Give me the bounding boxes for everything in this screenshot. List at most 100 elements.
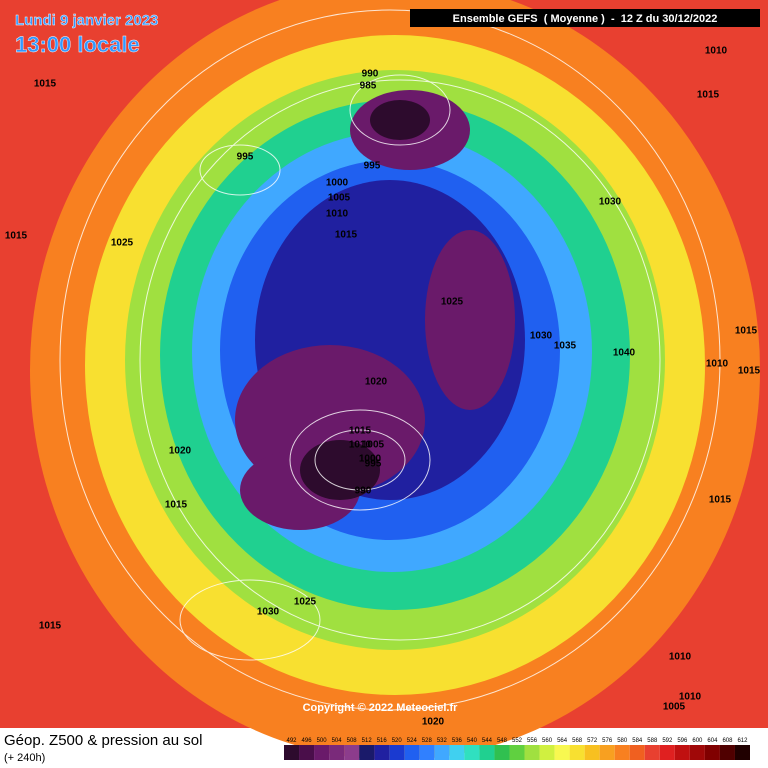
isobar-label: 1015 <box>34 79 57 90</box>
isobar-label: 1010 <box>706 359 729 370</box>
colorbar-swatch <box>644 745 660 760</box>
colorbar-swatch <box>704 745 720 760</box>
isobar-label: 1015 <box>5 231 28 242</box>
isobar-label: 1015 <box>697 90 720 101</box>
colorbar-tick-label: 524 <box>407 738 418 744</box>
colorbar-tick-label: 496 <box>302 738 313 744</box>
colorbar-swatch <box>314 745 330 760</box>
isobar-label: 1020 <box>422 717 445 728</box>
date-title: Lundi 9 janvier 2023 <box>15 12 158 29</box>
colorbar-swatch <box>629 745 645 760</box>
colorbar-tick-label: 492 <box>287 738 298 744</box>
colorbar-tick-label: 572 <box>587 738 598 744</box>
isobar-label: 1025 <box>111 238 134 249</box>
time-title: 13:00 locale <box>15 32 140 57</box>
colorbar-swatch <box>464 745 480 760</box>
isobar-label: 1015 <box>709 495 732 506</box>
colorbar-tick-label: 516 <box>377 738 388 744</box>
colorbar-swatch <box>329 745 345 760</box>
colorbar-swatch <box>374 745 390 760</box>
isobar-label: 995 <box>365 459 382 470</box>
colorbar-swatch <box>359 745 375 760</box>
isobar-label: 1000 <box>326 178 349 189</box>
colorbar-tick-label: 584 <box>632 738 643 744</box>
colorbar-tick-label: 512 <box>362 738 373 744</box>
colorbar-swatch <box>449 745 465 760</box>
colorbar-swatch <box>419 745 435 760</box>
colorbar-swatch <box>584 745 600 760</box>
colorbar-swatch <box>614 745 630 760</box>
isobar-label: 1010 <box>679 692 702 703</box>
colorbar-tick-label: 564 <box>557 738 568 744</box>
header-box <box>410 9 760 27</box>
forecast-range: (+ 240h) <box>4 752 45 764</box>
isobar-label: 1030 <box>530 331 553 342</box>
colorbar-tick-label: 536 <box>452 738 463 744</box>
isobar-label: 1015 <box>738 366 761 377</box>
colorbar-tick-label: 552 <box>512 738 523 744</box>
isobar-label: 985 <box>360 81 377 92</box>
colorbar-swatch <box>479 745 495 760</box>
isobar-label: 995 <box>364 161 381 172</box>
isobar-label: 1005 <box>362 440 385 451</box>
colorbar-swatch <box>404 745 420 760</box>
isobar-label: 1005 <box>663 702 686 713</box>
colorbar-tick-label: 560 <box>542 738 553 744</box>
colorbar-swatch <box>434 745 450 760</box>
colorbar-tick-label: 508 <box>347 738 358 744</box>
colorbar-swatch <box>344 745 360 760</box>
colorbar-tick-label: 596 <box>677 738 688 744</box>
isobar-label: 1015 <box>39 621 62 632</box>
colorbar-swatch <box>689 745 705 760</box>
colorbar-swatch <box>389 745 405 760</box>
colorbar-swatch <box>539 745 555 760</box>
colorbar-swatch <box>734 745 750 760</box>
isobar-label: 1005 <box>328 193 351 204</box>
low-center <box>370 100 430 140</box>
colorbar-tick-label: 556 <box>527 738 538 744</box>
field-title: Géop. Z500 & pression au sol <box>4 732 202 749</box>
isobar-label: 1000 <box>359 454 382 465</box>
isobar-label: 1010 <box>705 46 728 57</box>
colorbar-tick-label: 500 <box>317 738 328 744</box>
isobar-label: 1035 <box>554 341 577 352</box>
colorbar-swatch <box>659 745 675 760</box>
colorbar-swatch <box>554 745 570 760</box>
colorbar-swatch <box>494 745 510 760</box>
colorbar-swatch <box>569 745 585 760</box>
low-center <box>300 440 380 500</box>
colorbar-tick-label: 540 <box>467 738 478 744</box>
isobar-label: 1020 <box>169 446 192 457</box>
colorbar-swatch <box>509 745 525 760</box>
isobar-label: 1015 <box>335 230 358 241</box>
colorbar-swatch <box>719 745 735 760</box>
colorbar-tick-label: 592 <box>662 738 673 744</box>
isobar-label: 1010 <box>349 440 372 451</box>
isobar-label: 1020 <box>365 377 388 388</box>
copyright: Copyright © 2022 Meteociel.fr <box>303 702 459 714</box>
isobar-label: 995 <box>237 152 254 163</box>
colorbar-tick-label: 588 <box>647 738 658 744</box>
isobar-label: 1025 <box>441 297 464 308</box>
colorbar-tick-label: 576 <box>602 738 613 744</box>
colorbar-tick-label: 612 <box>737 738 748 744</box>
low-core <box>425 230 515 410</box>
isobar-label: 1010 <box>669 652 692 663</box>
colorbar-swatch <box>284 745 300 760</box>
colorbar-tick-label: 568 <box>572 738 583 744</box>
isobar-label: 1025 <box>294 597 317 608</box>
colorbar-swatch <box>599 745 615 760</box>
colorbar-tick-label: 504 <box>332 738 343 744</box>
isobar-label: 1040 <box>613 348 636 359</box>
isobar-label: 1010 <box>326 209 349 220</box>
colorbar-tick-label: 520 <box>392 738 403 744</box>
isobar-label: 990 <box>355 486 372 497</box>
colorbar-tick-label: 608 <box>722 738 733 744</box>
colorbar-tick-label: 604 <box>707 738 718 744</box>
isobar-label: 1030 <box>257 607 280 618</box>
colorbar-tick-label: 600 <box>692 738 703 744</box>
isobar-label: 990 <box>362 69 379 80</box>
isobar-label: 1015 <box>735 326 758 337</box>
isobar-label: 1030 <box>599 197 622 208</box>
